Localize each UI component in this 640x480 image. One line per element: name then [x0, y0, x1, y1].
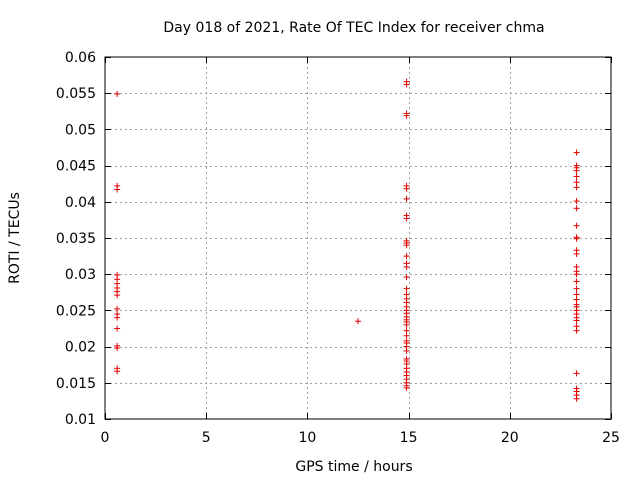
data-point — [573, 250, 580, 257]
x-axis-label: GPS time / hours — [295, 459, 412, 475]
data-point — [114, 325, 121, 332]
data-point — [114, 314, 121, 321]
data-point — [573, 317, 580, 324]
data-point — [573, 296, 580, 303]
data-point — [355, 318, 361, 325]
y-tick-label: 0.02 — [65, 340, 96, 356]
data-point — [573, 395, 580, 402]
y-tick-label: 0.025 — [56, 303, 96, 319]
x-tick-label: 25 — [602, 430, 620, 446]
data-point — [403, 195, 410, 202]
data-point — [114, 186, 121, 193]
data-point — [573, 205, 580, 212]
y-tick-label: 0.015 — [56, 376, 96, 392]
y-tick-label: 0.055 — [56, 86, 96, 102]
data-point — [403, 215, 410, 222]
data-point — [114, 90, 121, 97]
x-tick-label: 0 — [101, 430, 110, 446]
y-tick-label: 0.045 — [56, 159, 96, 175]
data-point — [403, 81, 410, 88]
data-point — [573, 167, 580, 174]
y-tick-label: 0.06 — [65, 50, 96, 66]
axis-ticks — [105, 57, 612, 420]
data-point — [403, 185, 410, 192]
data-point — [403, 347, 410, 354]
data-point — [573, 235, 580, 242]
data-point — [573, 285, 580, 292]
x-tick-label: 5 — [202, 430, 211, 446]
data-point — [403, 263, 410, 270]
x-tick-label: 10 — [298, 430, 316, 446]
data-point — [114, 305, 121, 312]
data-point — [403, 321, 410, 328]
grid-lines — [105, 57, 611, 419]
y-tick-label: 0.03 — [65, 267, 96, 283]
y-tick-labels: 0.01 0.015 0.02 0.025 0.03 0.035 0.04 0.045 0.05… — [56, 50, 96, 428]
x-tick-label: 20 — [501, 430, 519, 446]
data-point — [573, 291, 580, 298]
data-points — [114, 78, 580, 402]
data-point — [403, 274, 410, 281]
data-point — [114, 368, 121, 375]
data-point — [403, 332, 410, 339]
data-point — [573, 179, 580, 186]
data-point — [573, 271, 580, 278]
data-point — [573, 327, 580, 334]
y-tick-label: 0.035 — [56, 231, 96, 247]
data-point — [573, 278, 580, 285]
data-point — [114, 345, 121, 352]
data-point — [403, 242, 410, 249]
x-tick-label: 15 — [400, 430, 418, 446]
data-point — [573, 198, 580, 205]
data-point — [573, 184, 580, 191]
data-point — [403, 384, 410, 391]
data-point — [573, 370, 580, 377]
y-tick-label: 0.01 — [65, 412, 96, 428]
chart-title: Day 018 of 2021, Rate Of TEC Index for r… — [163, 20, 544, 36]
data-point — [403, 327, 410, 334]
data-point — [114, 292, 121, 299]
y-tick-label: 0.05 — [65, 122, 96, 138]
x-tick-labels: 0 5 10 15 20 25 — [101, 430, 620, 446]
data-point — [573, 173, 580, 180]
data-point — [573, 149, 580, 156]
data-point — [403, 285, 410, 292]
data-point — [573, 222, 580, 229]
y-tick-label: 0.04 — [65, 195, 96, 211]
data-point — [403, 112, 410, 119]
data-point — [403, 253, 410, 260]
y-axis-label: ROTI / TECUs — [7, 192, 23, 284]
